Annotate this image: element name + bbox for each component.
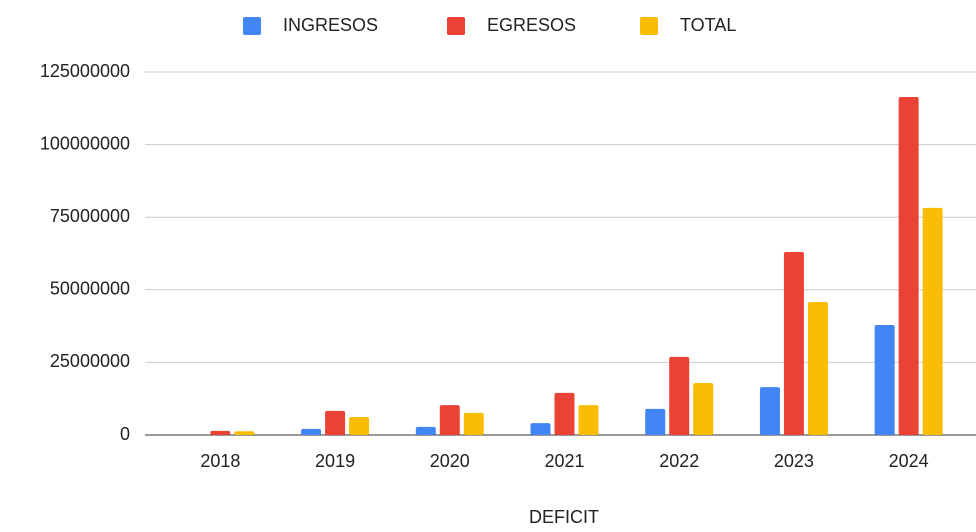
bar xyxy=(759,387,780,435)
y-tick-label: 125000000 xyxy=(40,61,130,81)
bar xyxy=(554,392,575,435)
x-tick-label: 2018 xyxy=(200,451,240,471)
y-tick-label: 100000000 xyxy=(40,133,130,153)
legend-swatch xyxy=(243,17,261,35)
bar xyxy=(898,96,919,436)
legend-label: EGRESOS xyxy=(487,15,576,35)
bar xyxy=(301,428,322,435)
bar xyxy=(234,431,255,435)
y-tick-label: 25000000 xyxy=(50,351,130,371)
x-tick-label: 2019 xyxy=(315,451,355,471)
bar xyxy=(874,324,895,435)
x-tick-label: 2021 xyxy=(544,451,584,471)
bar xyxy=(325,410,346,435)
bar xyxy=(210,430,231,435)
bar xyxy=(669,356,690,435)
x-tick-label: 2023 xyxy=(774,451,814,471)
bar xyxy=(439,405,460,435)
x-tick-label: 2020 xyxy=(430,451,470,471)
bar xyxy=(693,383,714,435)
legend-swatch xyxy=(640,17,658,35)
x-tick-label: 2022 xyxy=(659,451,699,471)
bar xyxy=(922,207,943,435)
bar xyxy=(645,408,666,435)
bar xyxy=(349,416,370,435)
bar xyxy=(578,405,599,435)
legend-label: TOTAL xyxy=(680,15,736,35)
bar xyxy=(807,301,828,435)
y-tick-label: 75000000 xyxy=(50,206,130,226)
x-tick-label: 2024 xyxy=(889,451,929,471)
legend-swatch xyxy=(447,17,465,35)
bar xyxy=(783,252,804,435)
y-tick-label: 50000000 xyxy=(50,279,130,299)
x-axis-label: DEFICIT xyxy=(529,507,599,527)
bar xyxy=(463,412,484,435)
legend-label: INGRESOS xyxy=(283,15,378,35)
bar xyxy=(415,426,436,435)
bar xyxy=(530,423,551,435)
y-tick-label: 0 xyxy=(120,424,130,444)
